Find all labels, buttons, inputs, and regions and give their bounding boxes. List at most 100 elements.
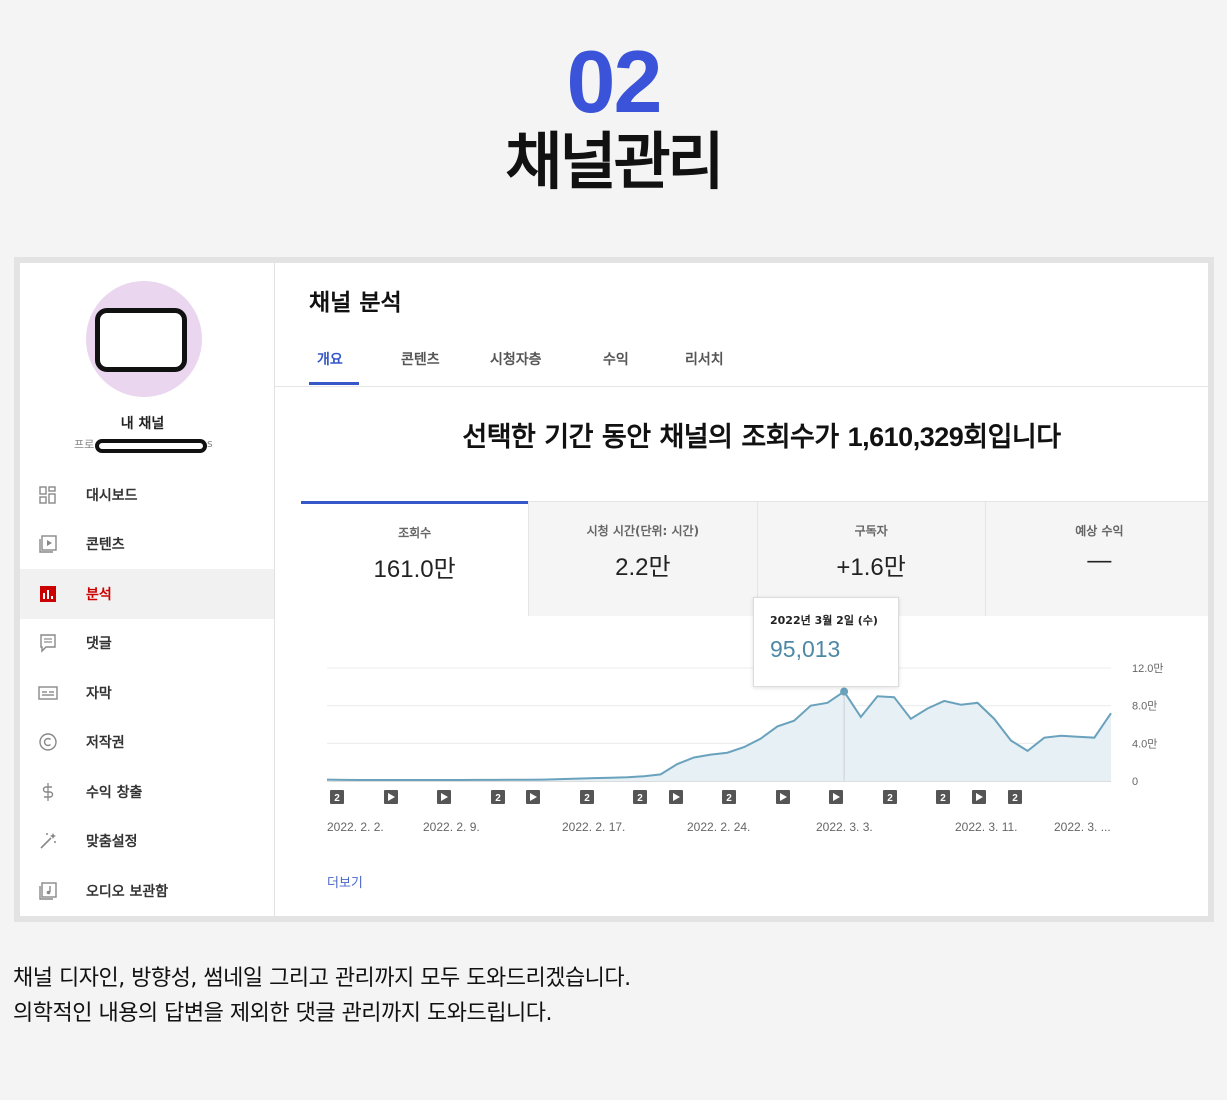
channel-avatar[interactable]	[86, 281, 202, 397]
marker-count: 2	[495, 793, 501, 804]
x-tick-label: 2022. 3. 11.	[955, 820, 1018, 834]
play-icon	[388, 793, 395, 801]
metric-cards: 조회수 161.0만 시청 시간(단위: 시간) 2.2만 구독자 +1.6만 …	[301, 501, 1208, 616]
channel-sub-suffix: s	[207, 437, 213, 450]
metric-value: 161.0만	[373, 556, 456, 583]
see-more-link[interactable]: 더보기	[327, 876, 363, 891]
tab-bar: 개요 콘텐츠 시청자층 수익 리서치	[275, 345, 1208, 387]
upload-count-marker	[491, 790, 505, 804]
headline-prefix: 선택한 기간 동안 채널의 조회수가	[462, 422, 848, 453]
metric-label: 시청 시간(단위: 시간)	[586, 524, 700, 538]
metric-card-views[interactable]: 조회수 161.0만	[301, 501, 529, 616]
section-number: 02	[566, 32, 663, 131]
upload-count-marker	[580, 790, 594, 804]
marker-count: 2	[887, 793, 893, 804]
studio-window: 내 채널 프로 s 대시보드 콘텐츠	[20, 263, 1208, 916]
page-title: 채널 분석	[309, 290, 402, 316]
channel-name: 내 채널	[120, 416, 165, 432]
metric-card-subscribers[interactable]: 구독자 +1.6만	[756, 501, 985, 616]
comments-icon	[38, 633, 58, 653]
sidebar-item-analytics[interactable]: 분석	[20, 569, 274, 619]
channel-sub-redaction	[95, 439, 207, 453]
y-tick-label: 4.0만	[1132, 737, 1157, 750]
headline-suffix: 회입니다	[963, 422, 1061, 453]
active-tab-indicator	[309, 382, 359, 385]
tab-audience[interactable]: 시청자층	[490, 352, 542, 368]
marker-count: 2	[584, 793, 590, 804]
description-line-2: 의학적인 내용의 답변을 제외한 댓글 관리까지 도와드립니다.	[13, 1001, 552, 1026]
main-panel: 채널 분석 개요 콘텐츠 시청자층 수익 리서치 선택한 기간 동안 채널의 조…	[275, 263, 1208, 916]
metric-card-watch-time[interactable]: 시청 시간(단위: 시간) 2.2만	[528, 501, 757, 616]
screenshot-frame: 내 채널 프로 s 대시보드 콘텐츠	[14, 257, 1214, 922]
sidebar-item-label: 맞춤설정	[86, 834, 138, 851]
views-chart: 12.0만 8.0만 4.0만 0 2 2 2 2 2 2 2 2 2022. 2. 2. 2022. 2…	[301, 593, 1208, 916]
tab-content[interactable]: 콘텐츠	[401, 352, 440, 368]
play-icon	[780, 793, 787, 801]
upload-count-marker	[330, 790, 344, 804]
sidebar-item-label: 댓글	[86, 636, 112, 653]
play-icon	[976, 793, 983, 801]
sidebar-item-label: 자막	[86, 685, 112, 702]
subtitles-icon	[38, 683, 58, 703]
x-tick-label: 2022. 2. 17.	[562, 820, 625, 834]
play-icon	[441, 793, 448, 801]
sidebar-nav: 대시보드 콘텐츠 분석	[20, 470, 274, 916]
sidebar-item-comments[interactable]: 댓글	[20, 619, 274, 669]
play-icon	[530, 793, 537, 801]
x-tick-label: 2022. 2. 24.	[687, 820, 750, 834]
metric-value: +1.6만	[836, 554, 906, 581]
metric-value: —	[1087, 547, 1112, 574]
marker-count: 2	[637, 793, 643, 804]
metric-label: 구독자	[854, 524, 888, 538]
play-icon	[833, 793, 840, 801]
x-tick-label: 2022. 3. ...	[1054, 820, 1111, 834]
tooltip-date: 2022년 3월 2일 (수)	[770, 614, 878, 627]
area-fill	[327, 691, 1111, 781]
chart-tooltip: 2022년 3월 2일 (수) 95,013	[753, 597, 899, 687]
audio-library-icon	[38, 881, 58, 901]
metric-card-revenue[interactable]: 예상 수익 —	[984, 501, 1208, 616]
metric-label: 조회수	[398, 526, 432, 540]
sidebar-item-content[interactable]: 콘텐츠	[20, 520, 274, 570]
sidebar-item-monetization[interactable]: 수익 창출	[20, 767, 274, 817]
sidebar-item-subtitles[interactable]: 자막	[20, 668, 274, 718]
upload-count-marker	[633, 790, 647, 804]
sidebar-item-copyright[interactable]: 저작권	[20, 718, 274, 768]
sidebar-item-label: 오디오 보관함	[86, 883, 169, 900]
views-headline: 선택한 기간 동안 채널의 조회수가 1,610,329회입니다	[275, 415, 1208, 454]
upload-count-marker	[722, 790, 736, 804]
content-icon	[38, 534, 58, 554]
channel-sub-prefix: 프로	[74, 438, 95, 451]
tooltip-value: 95,013	[770, 636, 841, 662]
play-icon	[673, 793, 680, 801]
y-tick-label: 8.0만	[1132, 700, 1157, 713]
views-chart-svg: 12.0만 8.0만 4.0만 0 2 2 2 2 2 2 2 2 2022. 2. 2. 2022. 2…	[326, 662, 1164, 834]
sidebar-item-audio-library[interactable]: 오디오 보관함	[20, 866, 274, 916]
tab-research[interactable]: 리서치	[685, 352, 724, 368]
highlighted-point	[840, 687, 849, 696]
section-title: 채널관리	[505, 125, 724, 198]
metric-label: 예상 수익	[1075, 524, 1124, 538]
x-tick-label: 2022. 3. 3.	[816, 820, 873, 834]
series-line	[326, 690, 1112, 782]
sidebar-item-label: 콘텐츠	[86, 537, 125, 554]
sidebar-item-customization[interactable]: 맞춤설정	[20, 817, 274, 867]
x-tick-label: 2022. 2. 2.	[327, 820, 384, 834]
sidebar: 내 채널 프로 s 대시보드 콘텐츠	[20, 263, 275, 916]
tab-overview[interactable]: 개요	[317, 352, 343, 368]
dollar-icon	[38, 782, 58, 802]
sidebar-item-dashboard[interactable]: 대시보드	[20, 470, 274, 520]
copyright-icon	[38, 732, 58, 752]
metric-value: 2.2만	[615, 554, 671, 581]
sidebar-item-label: 분석	[86, 586, 112, 603]
sidebar-item-label: 대시보드	[86, 487, 138, 504]
y-tick-label: 12.0만	[1132, 662, 1164, 675]
avatar-redaction-box	[95, 308, 187, 372]
marker-count: 2	[1012, 793, 1018, 804]
upload-count-marker	[936, 790, 950, 804]
marker-count: 2	[334, 793, 340, 804]
dashboard-icon	[38, 485, 58, 505]
y-tick-label: 0	[1132, 776, 1138, 788]
magic-wand-icon	[38, 831, 58, 851]
tab-revenue[interactable]: 수익	[603, 352, 629, 368]
